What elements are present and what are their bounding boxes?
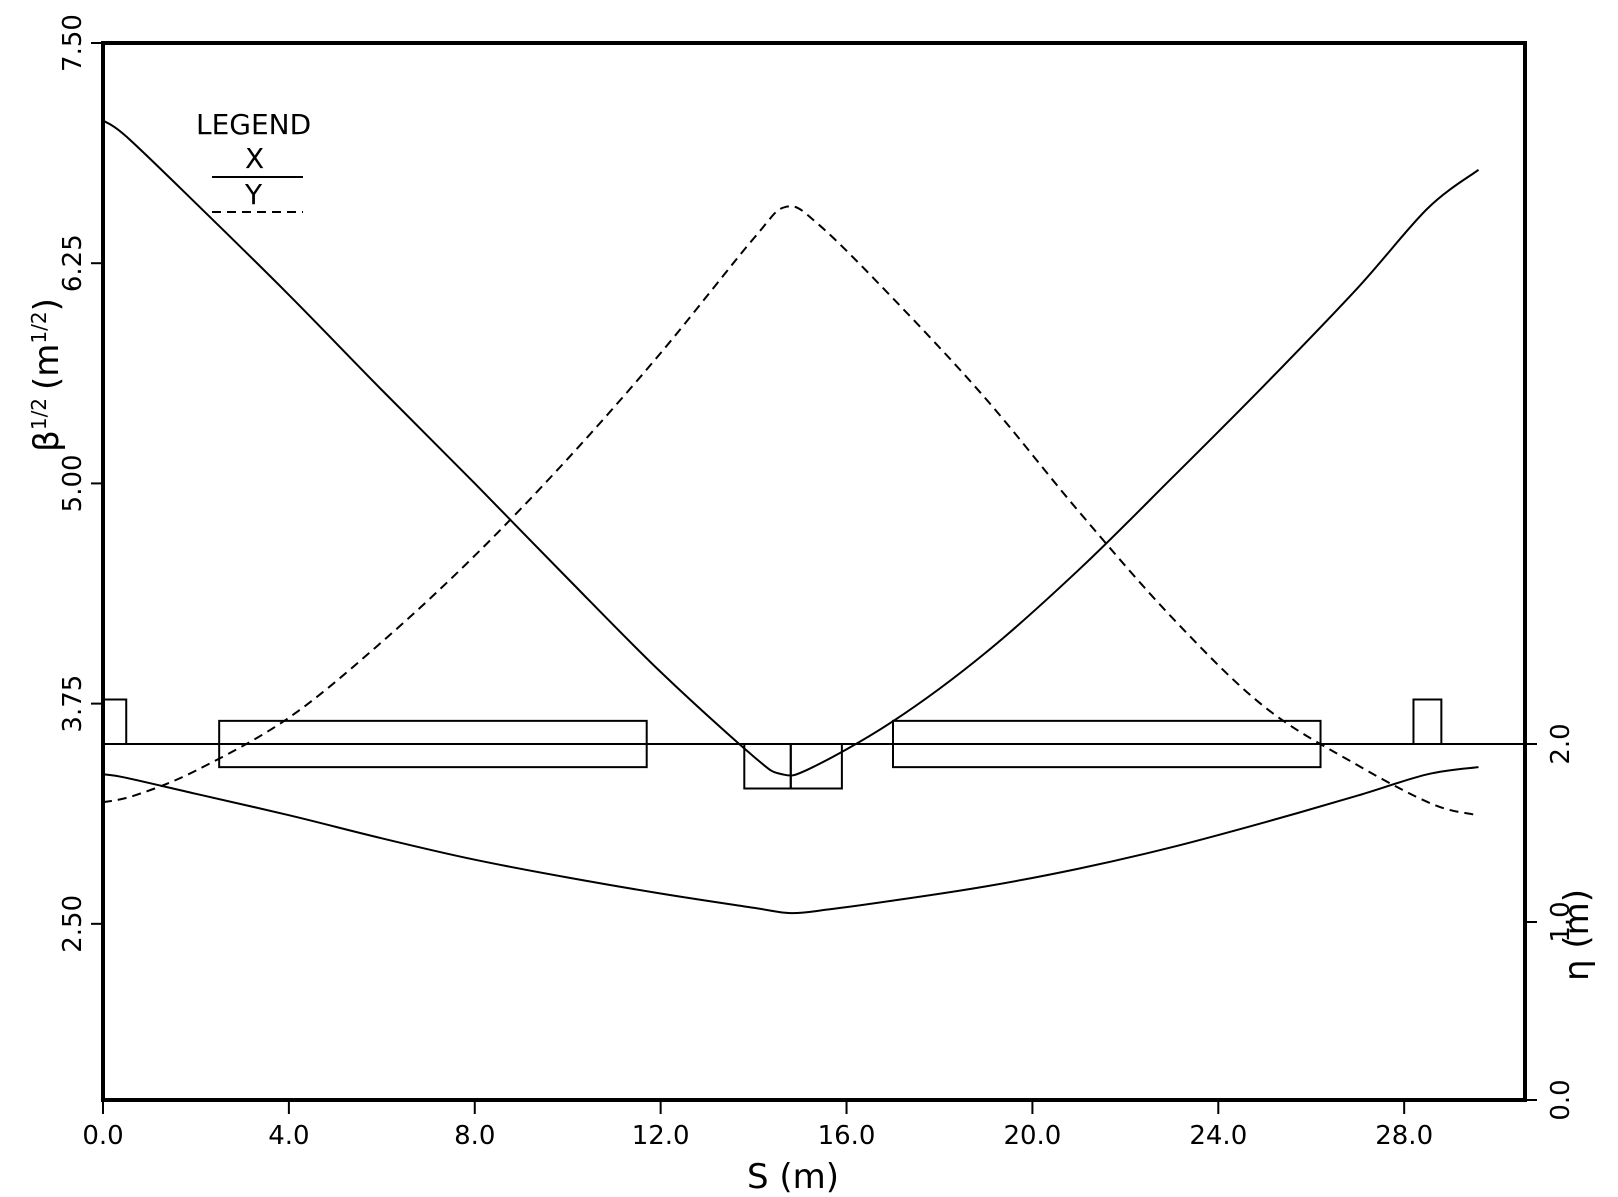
series-y-line: [102, 205, 1475, 816]
ylabel-unit: (m: [27, 344, 67, 390]
y-axis-left-title: β1/2(m1/2): [27, 298, 67, 452]
y-right-tick-label: 1.0: [1546, 901, 1576, 942]
x-tick-label: 4.0: [268, 1121, 309, 1151]
ylabel-exp-1: 1/2: [27, 398, 51, 430]
y-right-tick-label: 2.0: [1546, 723, 1576, 764]
y-left-tick-label: 5.00: [58, 454, 88, 512]
y-left-tick-label: 7.50: [58, 14, 88, 72]
ylabel-exp-2: 1/2: [27, 311, 51, 343]
series-lines: [102, 119, 1480, 915]
x-tick-label: 28.0: [1375, 1121, 1433, 1151]
axis-ticks: [91, 42, 1537, 1114]
x-axis-title: S (m): [747, 1157, 839, 1197]
y-left-tick-label: 6.25: [58, 234, 88, 292]
x-tick-label: 24.0: [1189, 1121, 1247, 1151]
x-tick-label: 20.0: [1003, 1121, 1061, 1151]
legend: LEGEND X Y: [196, 108, 311, 213]
series-x-line: [102, 119, 1480, 777]
ylabel-beta: β: [27, 430, 67, 452]
tick-labels: 0.0 4.0 8.0 12.0 16.0 20.0 24.0 28.0 2.50 3.75 5.0…: [58, 14, 1576, 1151]
plot-frame: [101, 41, 1527, 1102]
y-left-tick-label: 2.50: [58, 895, 88, 953]
magnet-element: [1412, 698, 1443, 745]
magnet-element: [743, 743, 792, 790]
x-tick-label: 16.0: [818, 1121, 876, 1151]
y-axis-right-title: η (m): [1557, 889, 1597, 981]
x-tick-label: 8.0: [454, 1121, 495, 1151]
y-right-tick-label: 0.0: [1546, 1079, 1576, 1120]
y-left-tick-label: 3.75: [58, 675, 88, 733]
series-eta-line: [102, 766, 1479, 915]
ylabel-close: ): [27, 298, 67, 311]
legend-title: LEGEND: [196, 108, 311, 141]
legend-label-y: Y: [244, 178, 263, 211]
x-tick-label: 0.0: [82, 1121, 123, 1151]
magnet-element: [102, 698, 128, 745]
x-tick-label: 12.0: [632, 1121, 690, 1151]
legend-label-x: X: [245, 142, 264, 175]
